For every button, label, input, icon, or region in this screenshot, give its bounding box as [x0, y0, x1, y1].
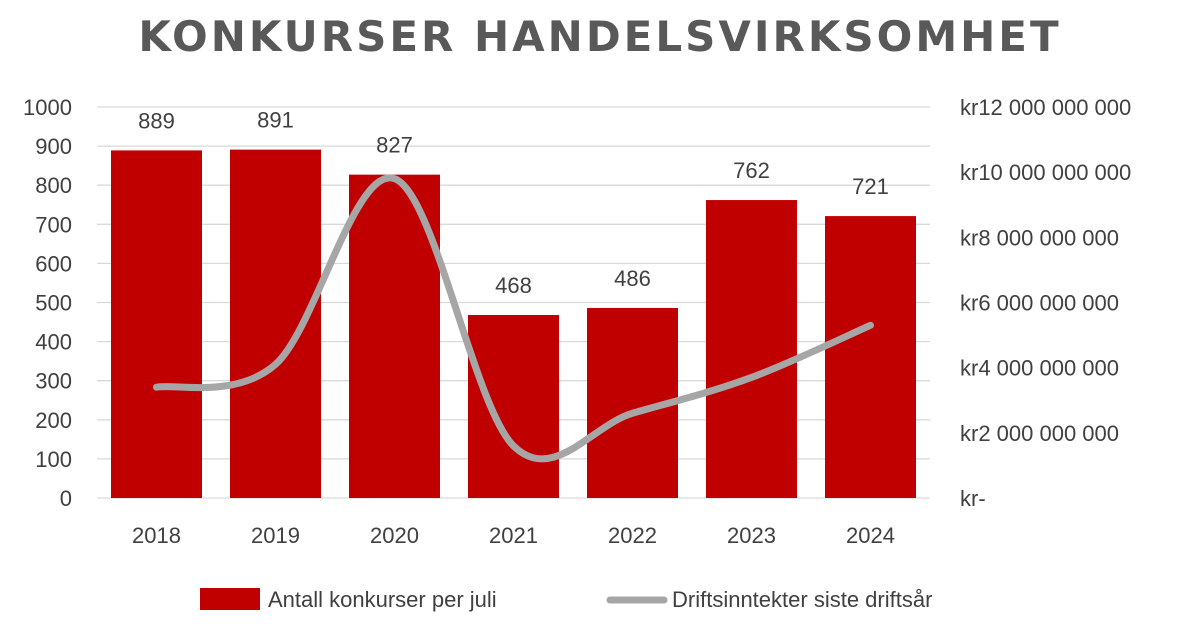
y-right-tick-label: kr10 000 000 000 [960, 160, 1131, 185]
y-right-tick-label: kr8 000 000 000 [960, 225, 1119, 250]
y-left-tick-label: 900 [35, 134, 72, 159]
bar [825, 216, 916, 499]
y-left-tick-label: 300 [35, 369, 72, 394]
y-right-tick-label: kr12 000 000 000 [960, 95, 1131, 120]
y-right-tick-label: kr6 000 000 000 [960, 291, 1119, 316]
y-left-tick-label: 800 [35, 173, 72, 198]
y-right-tick-label: kr- [960, 486, 986, 511]
y-right-tick-label: kr2 000 000 000 [960, 421, 1119, 446]
bar [111, 150, 202, 498]
x-tick-label: 2022 [608, 523, 657, 548]
y-left-tick-label: 0 [60, 486, 72, 511]
bar [706, 200, 797, 499]
x-tick-label: 2018 [132, 523, 181, 548]
legend-label-line: Driftsinntekter siste driftsår [672, 587, 932, 612]
y-left-tick-label: 500 [35, 291, 72, 316]
data-label: 827 [376, 133, 413, 158]
x-tick-label: 2019 [251, 523, 300, 548]
data-label: 891 [257, 108, 294, 133]
x-tick-label: 2020 [370, 523, 419, 548]
data-label: 721 [852, 174, 889, 199]
x-tick-label: 2023 [727, 523, 776, 548]
y-left-tick-label: 100 [35, 447, 72, 472]
data-label: 468 [495, 273, 532, 298]
series-line [153, 174, 874, 463]
y-left-tick-label: 600 [35, 251, 72, 276]
legend-label-bar: Antall konkurser per juli [268, 587, 497, 612]
y-right-tick-label: kr4 000 000 000 [960, 356, 1119, 381]
data-label: 889 [138, 108, 175, 133]
chart-title: KONKURSER HANDELSVIRKSOMHET [138, 12, 1062, 61]
bar [468, 315, 559, 498]
y-left-tick-label: 400 [35, 330, 72, 355]
x-tick-label: 2024 [846, 523, 895, 548]
y-left-tick-label: 200 [35, 408, 72, 433]
x-tick-label: 2021 [489, 523, 538, 548]
y-left-tick-label: 700 [35, 212, 72, 237]
data-label: 762 [733, 158, 770, 183]
bar [230, 149, 321, 498]
data-label: 486 [614, 266, 651, 291]
legend-swatch-bar [200, 588, 260, 610]
y-left-tick-label: 1000 [23, 95, 72, 120]
